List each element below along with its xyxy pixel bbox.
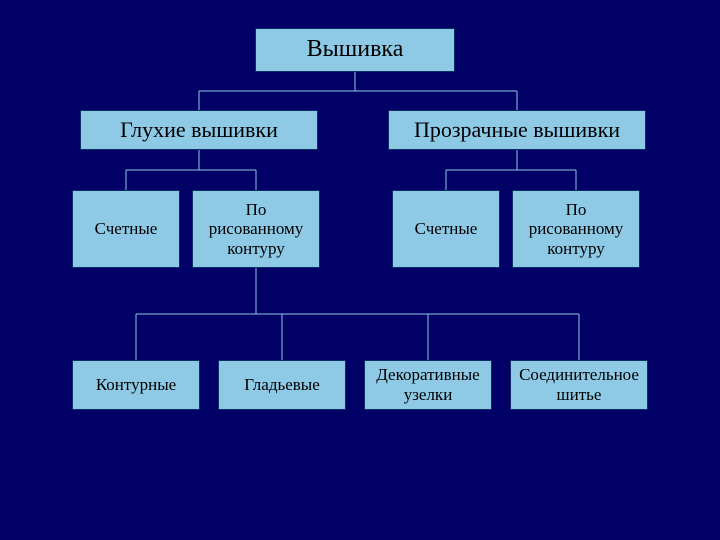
node-root-label: Вышивка bbox=[307, 36, 404, 64]
node-uzelki: Декоративные узелки bbox=[364, 360, 492, 410]
node-konturnye-label: Контурные bbox=[96, 375, 176, 395]
node-gladyevye-label: Гладьевые bbox=[244, 375, 320, 395]
node-prozrachnye: Прозрачные вышивки bbox=[388, 110, 646, 150]
node-konturnye: Контурные bbox=[72, 360, 200, 410]
node-po-konturu-left-label: По рисованному контуру bbox=[197, 200, 315, 259]
node-gluhie: Глухие вышивки bbox=[80, 110, 318, 150]
node-gluhie-label: Глухие вышивки bbox=[120, 117, 278, 142]
node-po-konturu-left: По рисованному контуру bbox=[192, 190, 320, 268]
node-shitye: Соединительное шитье bbox=[510, 360, 648, 410]
node-schetnye-left: Счетные bbox=[72, 190, 180, 268]
node-gladyevye: Гладьевые bbox=[218, 360, 346, 410]
node-shitye-label: Соединительное шитье bbox=[515, 365, 643, 404]
node-po-konturu-right-label: По рисованному контуру bbox=[517, 200, 635, 259]
node-schetnye-right: Счетные bbox=[392, 190, 500, 268]
node-po-konturu-right: По рисованному контуру bbox=[512, 190, 640, 268]
node-schetnye-left-label: Счетные bbox=[95, 219, 158, 239]
connector-layer bbox=[0, 0, 720, 540]
node-root: Вышивка bbox=[255, 28, 455, 72]
node-prozrachnye-label: Прозрачные вышивки bbox=[414, 117, 620, 142]
node-schetnye-right-label: Счетные bbox=[415, 219, 478, 239]
node-uzelki-label: Декоративные узелки bbox=[369, 365, 487, 404]
